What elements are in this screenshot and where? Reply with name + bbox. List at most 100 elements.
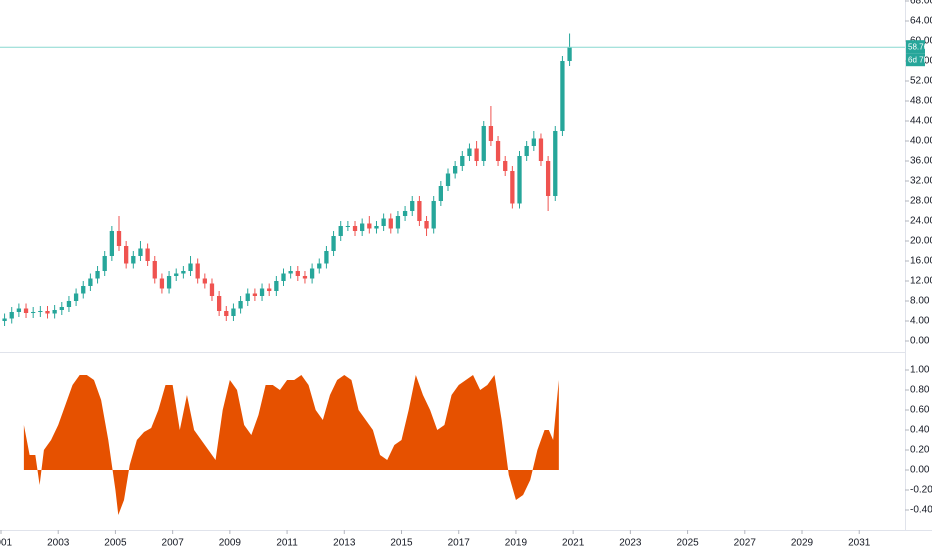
- candle-body: [181, 271, 186, 274]
- candle-body: [445, 173, 451, 186]
- candle-body: [281, 273, 286, 281]
- candle-body: [45, 311, 50, 314]
- y-tick-label: 28.00: [910, 196, 932, 207]
- candle-body: [438, 186, 443, 201]
- candle-body: [38, 311, 43, 312]
- candle-body: [453, 166, 458, 174]
- candle-body: [324, 251, 329, 264]
- candle-body: [488, 126, 494, 141]
- y-tick-label: 0.40: [910, 425, 930, 436]
- candle-body: [317, 263, 322, 269]
- candle-body: [524, 146, 529, 156]
- candle-body: [538, 138, 544, 161]
- y-tick-label: 4.00: [910, 316, 930, 327]
- x-tick-label: 2025: [676, 538, 699, 549]
- candle-body: [52, 310, 57, 314]
- y-tick-label: 12.00: [910, 276, 932, 287]
- indicator-area: [23, 375, 559, 515]
- candle-body: [467, 148, 472, 156]
- candle-body: [166, 276, 172, 289]
- candle-body: [274, 281, 279, 291]
- candle-body: [252, 293, 258, 296]
- y-tick-label: 8.00: [910, 296, 930, 307]
- x-tick-label: 2019: [505, 538, 528, 549]
- candle-body: [88, 278, 93, 286]
- countdown-label: 6d 7h: [908, 55, 928, 64]
- candle-body: [174, 273, 179, 276]
- x-tick-label: 2029: [791, 538, 814, 549]
- candle-body: [374, 226, 379, 229]
- candle-body: [567, 47, 572, 61]
- candle-body: [402, 211, 408, 216]
- candle-body: [238, 301, 243, 309]
- x-tick-label: 2011: [276, 538, 298, 549]
- candle-body: [331, 236, 336, 251]
- x-tick-label: 2027: [734, 538, 757, 549]
- candle-body: [517, 156, 522, 204]
- candle-body: [345, 226, 351, 227]
- x-tick-label: 2021: [562, 538, 585, 549]
- candle-body: [23, 308, 29, 313]
- candle-body: [116, 231, 122, 246]
- candle-body: [138, 248, 143, 256]
- candle-body: [495, 141, 501, 161]
- candle-body: [216, 296, 222, 311]
- x-tick-label: 2007: [162, 538, 185, 549]
- candle-body: [95, 271, 100, 279]
- x-tick-label: 2005: [104, 538, 127, 549]
- y-tick-label: 36.00: [910, 156, 932, 167]
- candle-body: [545, 161, 551, 196]
- candle-body: [31, 312, 36, 313]
- candle-body: [188, 263, 193, 271]
- candle-body: [560, 61, 565, 131]
- x-tick-label: 2013: [333, 538, 356, 549]
- candle-body: [16, 308, 22, 312]
- candle-body: [288, 271, 293, 274]
- x-tick-label: 2023: [619, 538, 642, 549]
- candle-body: [259, 288, 265, 296]
- candle-body: [267, 288, 272, 291]
- last-price-label: 58.76: [908, 42, 929, 51]
- y-tick-label: 32.00: [910, 176, 932, 187]
- y-tick-label: 52.00: [910, 76, 932, 87]
- y-tick-label: 0.20: [910, 445, 930, 456]
- x-tick-label: 2015: [390, 538, 413, 549]
- candle-body: [209, 283, 215, 296]
- candle-body: [152, 261, 157, 279]
- candle-body: [131, 256, 136, 264]
- candle-body: [352, 226, 358, 231]
- candle-body: [553, 131, 558, 196]
- y-tick-label: 0.00: [910, 336, 930, 347]
- candle-body: [302, 276, 308, 279]
- candle-body: [431, 201, 436, 229]
- candle-body: [109, 231, 114, 256]
- candle-body: [388, 218, 393, 229]
- candle-body: [417, 201, 422, 221]
- x-tick-label: 2003: [47, 538, 70, 549]
- y-tick-label: 68.00: [910, 0, 932, 7]
- candle-body: [503, 161, 508, 171]
- candle-body: [73, 293, 79, 301]
- x-tick-label: 2001: [0, 538, 13, 549]
- candle-body: [424, 221, 429, 229]
- candle-body: [159, 278, 165, 289]
- candle-body: [295, 271, 300, 276]
- y-tick-label: 0.80: [910, 385, 930, 396]
- candle-body: [474, 148, 479, 161]
- y-tick-label: 16.00: [910, 256, 932, 267]
- x-tick-label: 2017: [448, 538, 471, 549]
- y-tick-label: 20.00: [910, 236, 932, 247]
- candle-body: [381, 218, 386, 226]
- candle-body: [195, 263, 200, 279]
- candle-body: [309, 268, 315, 279]
- candle-body: [410, 201, 415, 211]
- y-tick-label: 44.00: [910, 116, 932, 127]
- y-tick-label: 0.60: [910, 405, 930, 416]
- candle-body: [460, 156, 465, 166]
- y-tick-label: -0.20: [910, 485, 932, 496]
- candle-body: [338, 226, 343, 236]
- y-tick-label: 64.00: [910, 16, 932, 27]
- candle-body: [102, 256, 107, 271]
- candle-body: [360, 223, 365, 231]
